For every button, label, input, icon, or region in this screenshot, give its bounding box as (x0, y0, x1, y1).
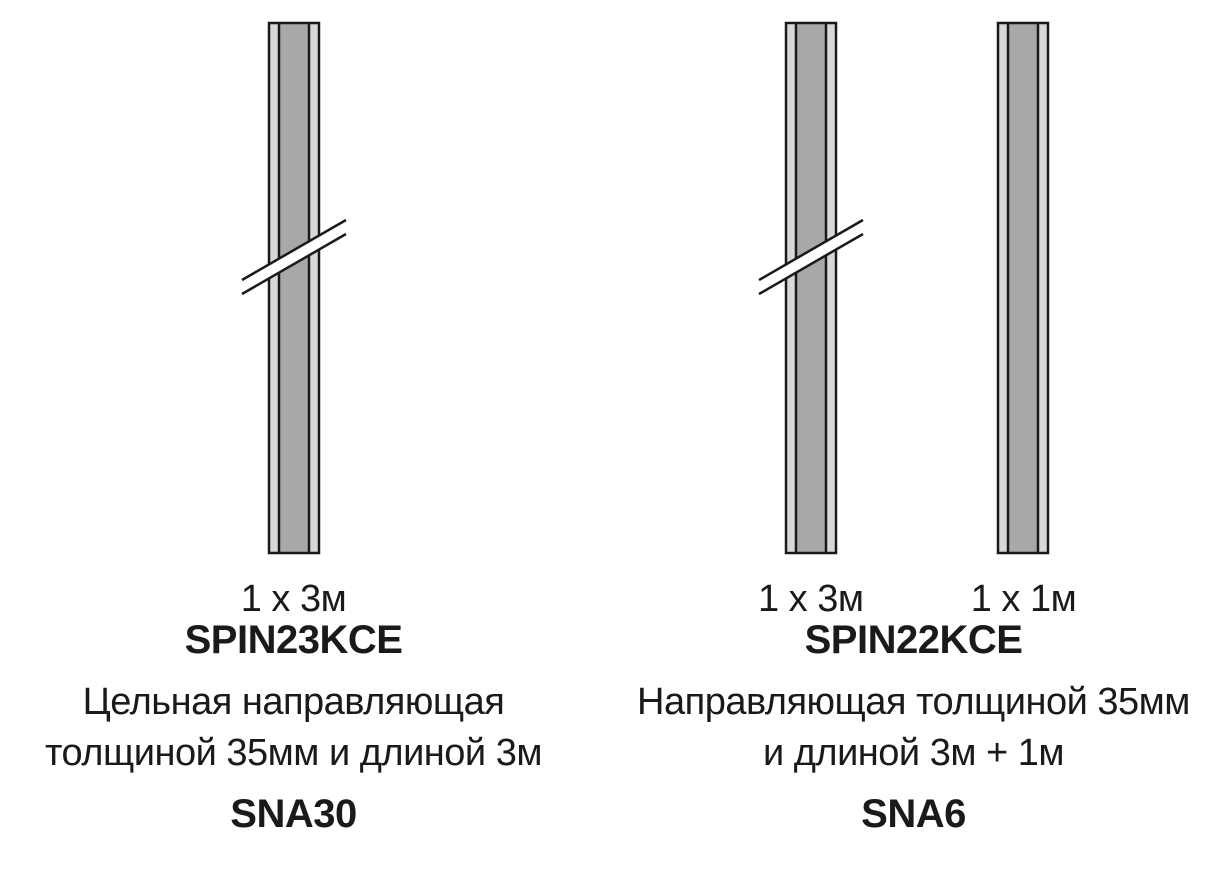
diagram-area-2: 1 х 3м 1 х 1м (751, 20, 1077, 580)
description-1: Цельная направляющая толщиной 35мм и дли… (14, 677, 574, 780)
rail-1-1: 1 х 3м (234, 20, 354, 621)
rail-svg-2-2 (988, 20, 1058, 560)
rail-2-2: 1 х 1м (971, 20, 1077, 621)
part-code-2: SNA6 (861, 792, 966, 837)
dim-label-2-1: 1 х 3м (758, 578, 864, 621)
rail-svg-2-1 (751, 20, 871, 560)
product-column-1: 1 х 3м SPIN23KCE Цельная направляющая то… (14, 20, 574, 891)
rail-2-1: 1 х 3м (751, 20, 871, 621)
dim-label-2-2: 1 х 1м (971, 578, 1077, 621)
diagram-area-1: 1 х 3м (234, 20, 354, 580)
product-column-2: 1 х 3м 1 х 1м SPIN22KCE Направляющая тол… (634, 20, 1194, 891)
rail-svg-1-1 (234, 20, 354, 560)
description-2: Направляющая толщиной 35мм и длиной 3м +… (634, 677, 1194, 780)
dim-label-1-1: 1 х 3м (241, 578, 347, 621)
part-code-1: SNA30 (230, 792, 356, 837)
model-code-1: SPIN23KCE (185, 618, 403, 663)
model-code-2: SPIN22KCE (805, 618, 1023, 663)
